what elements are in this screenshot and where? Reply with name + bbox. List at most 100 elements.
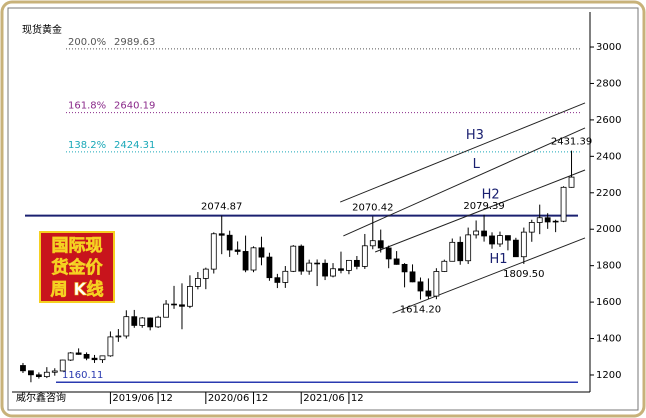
- candle-body: [338, 268, 344, 271]
- candle-body: [91, 357, 98, 361]
- fib-value: 2424.31: [114, 140, 155, 151]
- candle-body: [512, 239, 519, 258]
- candle-body: [155, 316, 162, 328]
- candle-body: [497, 235, 503, 245]
- candle-body: [361, 245, 368, 267]
- y-tick-label: 2600: [596, 115, 621, 126]
- candle-body: [314, 262, 321, 265]
- candle-body: [457, 241, 464, 262]
- candle-body: [481, 230, 487, 237]
- y-tick-label: 1200: [596, 370, 621, 381]
- fib-value: 2989.63: [114, 37, 155, 48]
- fib-ratio: 200.0%: [68, 37, 106, 48]
- candle-body: [234, 249, 241, 252]
- y-tick-label: 3000: [596, 42, 621, 53]
- candle-body: [75, 352, 82, 355]
- candle-body: [306, 262, 313, 272]
- fib-ratio: 138.2%: [68, 140, 106, 151]
- badge-text: 货金价: [52, 257, 104, 278]
- candle-body: [242, 251, 249, 271]
- candle-body: [417, 281, 424, 292]
- candle-body: [99, 355, 106, 361]
- x-tick-label: 12: [160, 393, 173, 404]
- candle-body: [369, 240, 376, 247]
- candle-body: [465, 234, 472, 262]
- candle-body: [377, 240, 384, 249]
- chart-title: 现货黄金: [22, 23, 62, 36]
- trendline-label: H1: [489, 252, 507, 267]
- y-tick-label: 1600: [596, 297, 621, 308]
- y-tick-label: 2000: [596, 224, 621, 235]
- y-tick-label: 2800: [596, 78, 621, 89]
- candle-body: [536, 217, 543, 223]
- candle-body: [282, 270, 289, 283]
- trendline-label: L: [473, 157, 481, 172]
- candle-body: [171, 303, 177, 306]
- price-annotation: 2074.87: [201, 202, 242, 213]
- candle-body: [274, 277, 281, 283]
- x-tick-label: 12: [256, 393, 269, 404]
- badge-text: 国际现: [52, 236, 103, 256]
- candle-body: [401, 263, 408, 273]
- candle-body: [290, 245, 297, 272]
- candle-body: [425, 290, 432, 297]
- candle-body: [83, 353, 90, 359]
- x-tick-label: 2021/06: [303, 393, 345, 404]
- level-label: 1160.11: [62, 370, 103, 381]
- candle-body: [179, 304, 185, 307]
- trendline: [343, 127, 586, 237]
- candle-body: [544, 217, 551, 223]
- candle-body: [250, 247, 257, 271]
- x-tick-label: 12: [351, 393, 364, 404]
- price-annotation: 2070.42: [352, 202, 393, 213]
- candle-body: [393, 258, 400, 265]
- candle-body: [353, 259, 360, 267]
- price-annotation: 1809.50: [503, 269, 544, 280]
- badge-box: [39, 231, 115, 303]
- candle-body: [43, 371, 50, 378]
- candle-body: [35, 374, 42, 378]
- y-tick-label: 1400: [596, 334, 621, 345]
- badge-text: 周 K线: [50, 279, 103, 300]
- candle-body: [226, 234, 233, 251]
- candle-body: [322, 262, 328, 277]
- candle-body: [552, 220, 559, 223]
- candle-body: [51, 370, 58, 373]
- candle-body: [20, 365, 26, 372]
- price-annotation: 1614.20: [400, 305, 441, 316]
- candle-body: [139, 317, 146, 326]
- candle-body: [528, 222, 535, 233]
- trendline: [392, 237, 586, 314]
- candle-body: [560, 186, 567, 222]
- candle-body: [210, 233, 217, 270]
- candle-body: [433, 271, 440, 297]
- candle-body: [385, 247, 392, 260]
- candle-body: [202, 268, 209, 279]
- trendline-label: H2: [482, 187, 500, 202]
- candle-body: [473, 230, 480, 236]
- price-annotation: 2079.39: [463, 201, 504, 212]
- trendline: [374, 169, 586, 253]
- y-tick-label: 2200: [596, 188, 621, 199]
- candle-body: [163, 303, 169, 318]
- candle-body: [218, 233, 225, 236]
- candle-body: [568, 176, 575, 188]
- price-annotation: 2431.39: [551, 137, 592, 148]
- candle-body: [194, 278, 201, 287]
- candle-body: [187, 286, 193, 307]
- candle-body: [28, 370, 34, 376]
- y-tick-label: 1800: [596, 261, 621, 272]
- candle-body: [258, 247, 265, 258]
- candle-body: [107, 336, 114, 357]
- candle-body: [409, 271, 416, 283]
- x-tick-label: 2020/06: [208, 393, 250, 404]
- fib-value: 2640.19: [114, 101, 155, 112]
- candle-body: [266, 256, 273, 279]
- candle-body: [131, 316, 138, 326]
- trendline-label: H3: [466, 128, 484, 143]
- candle-body: [346, 259, 352, 271]
- x-tick-label: 2019/06: [112, 393, 154, 404]
- inner-frame: [7, 7, 639, 411]
